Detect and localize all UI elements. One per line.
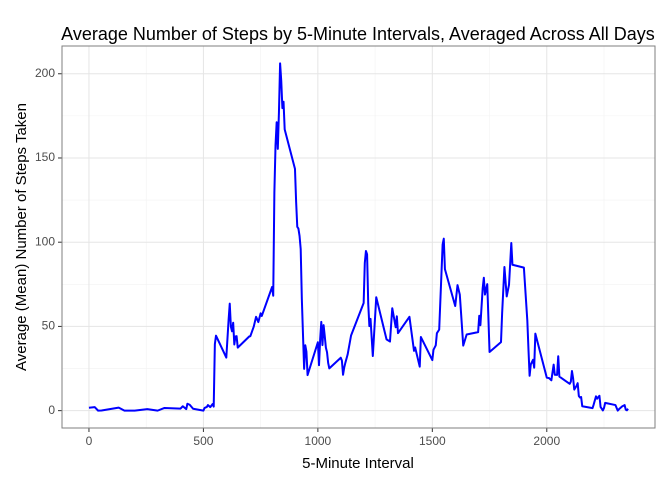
y-tick-label: 50 — [42, 319, 56, 333]
y-tick-label: 200 — [35, 66, 55, 80]
x-tick-label: 1500 — [419, 434, 446, 448]
x-tick-label: 1000 — [305, 434, 332, 448]
x-axis-label: 5-Minute Interval — [302, 455, 414, 472]
y-tick-label: 100 — [35, 234, 55, 248]
y-tick-label: 0 — [48, 403, 55, 417]
line-series — [88, 62, 629, 412]
x-tick-label: 500 — [193, 434, 213, 448]
x-tick-label: 0 — [86, 434, 93, 448]
chart-title: Average Number of Steps by 5-Minute Inte… — [61, 24, 655, 44]
y-axis-label: Average (Mean) Number of Steps Taken — [13, 103, 30, 371]
plot-border — [61, 45, 656, 429]
y-tick-label: 150 — [35, 150, 55, 164]
x-tick-label: 2000 — [533, 434, 560, 448]
